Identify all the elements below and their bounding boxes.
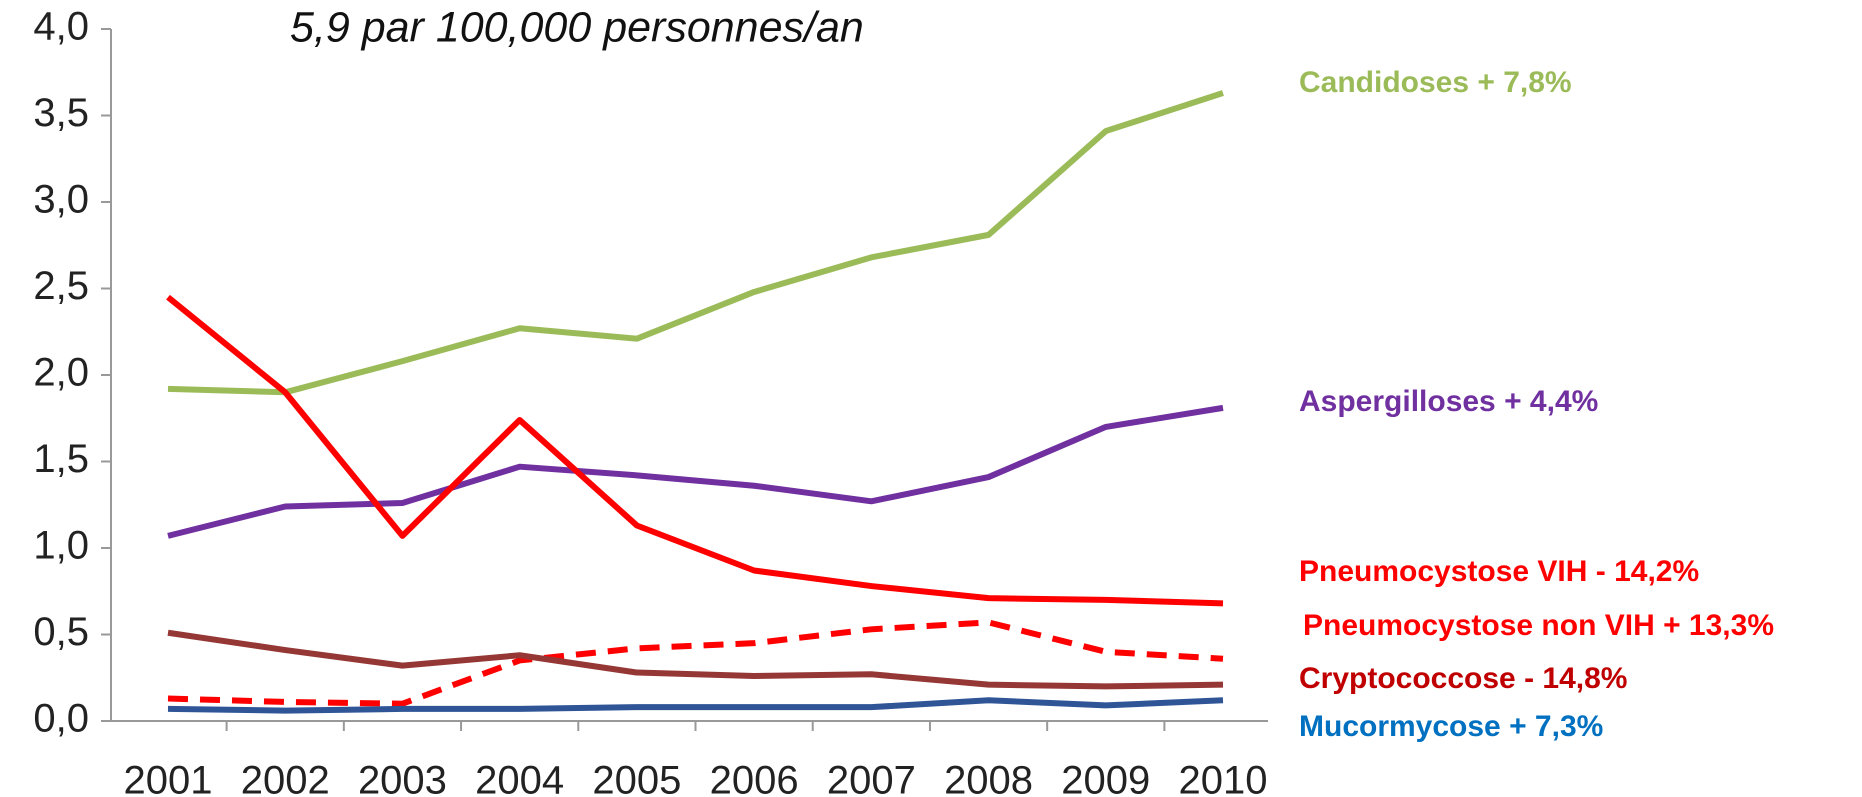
series-line xyxy=(166,294,1224,607)
series-line xyxy=(167,404,1224,539)
x-tick-label: 2005 xyxy=(592,759,681,797)
series-line xyxy=(167,629,1224,690)
x-tick-label: 2001 xyxy=(124,759,213,797)
y-tick-label: 3,5 xyxy=(33,91,89,135)
y-tick-label: 2,5 xyxy=(33,264,89,308)
x-tick-label: 2007 xyxy=(827,759,916,797)
legend-label: Cryptococcose - 14,8% xyxy=(1299,662,1627,695)
x-tick-label: 2002 xyxy=(241,759,330,797)
legend-label: Aspergilloses + 4,4% xyxy=(1299,385,1598,418)
series-line xyxy=(167,90,1224,396)
x-tick-label: 2003 xyxy=(358,759,447,797)
series-line xyxy=(167,619,1224,707)
y-tick-label: 0,0 xyxy=(33,697,89,741)
x-tick-label: 2006 xyxy=(710,759,799,797)
x-tick-label: 2010 xyxy=(1179,759,1268,797)
y-tick-label: 4,0 xyxy=(33,5,89,49)
legend-label: Mucormycose + 7,3% xyxy=(1299,710,1603,743)
y-tick-label: 1,0 xyxy=(33,524,89,568)
x-tick-label: 2009 xyxy=(1061,759,1150,797)
series-line xyxy=(167,697,1224,714)
chart-title: 5,9 par 100,000 personnes/an xyxy=(290,3,864,51)
legend-label: Pneumocystose VIH - 14,2% xyxy=(1299,555,1699,588)
legend-label: Pneumocystose non VIH + 13,3% xyxy=(1303,609,1774,642)
y-tick-label: 0,5 xyxy=(33,610,89,654)
x-tick-label: 2008 xyxy=(944,759,1033,797)
legend-label: Candidoses + 7,8% xyxy=(1299,66,1572,99)
y-tick-label: 3,0 xyxy=(33,178,89,222)
x-tick-label: 2004 xyxy=(475,759,564,797)
y-tick-label: 1,5 xyxy=(33,437,89,481)
y-tick-label: 2,0 xyxy=(33,351,89,395)
